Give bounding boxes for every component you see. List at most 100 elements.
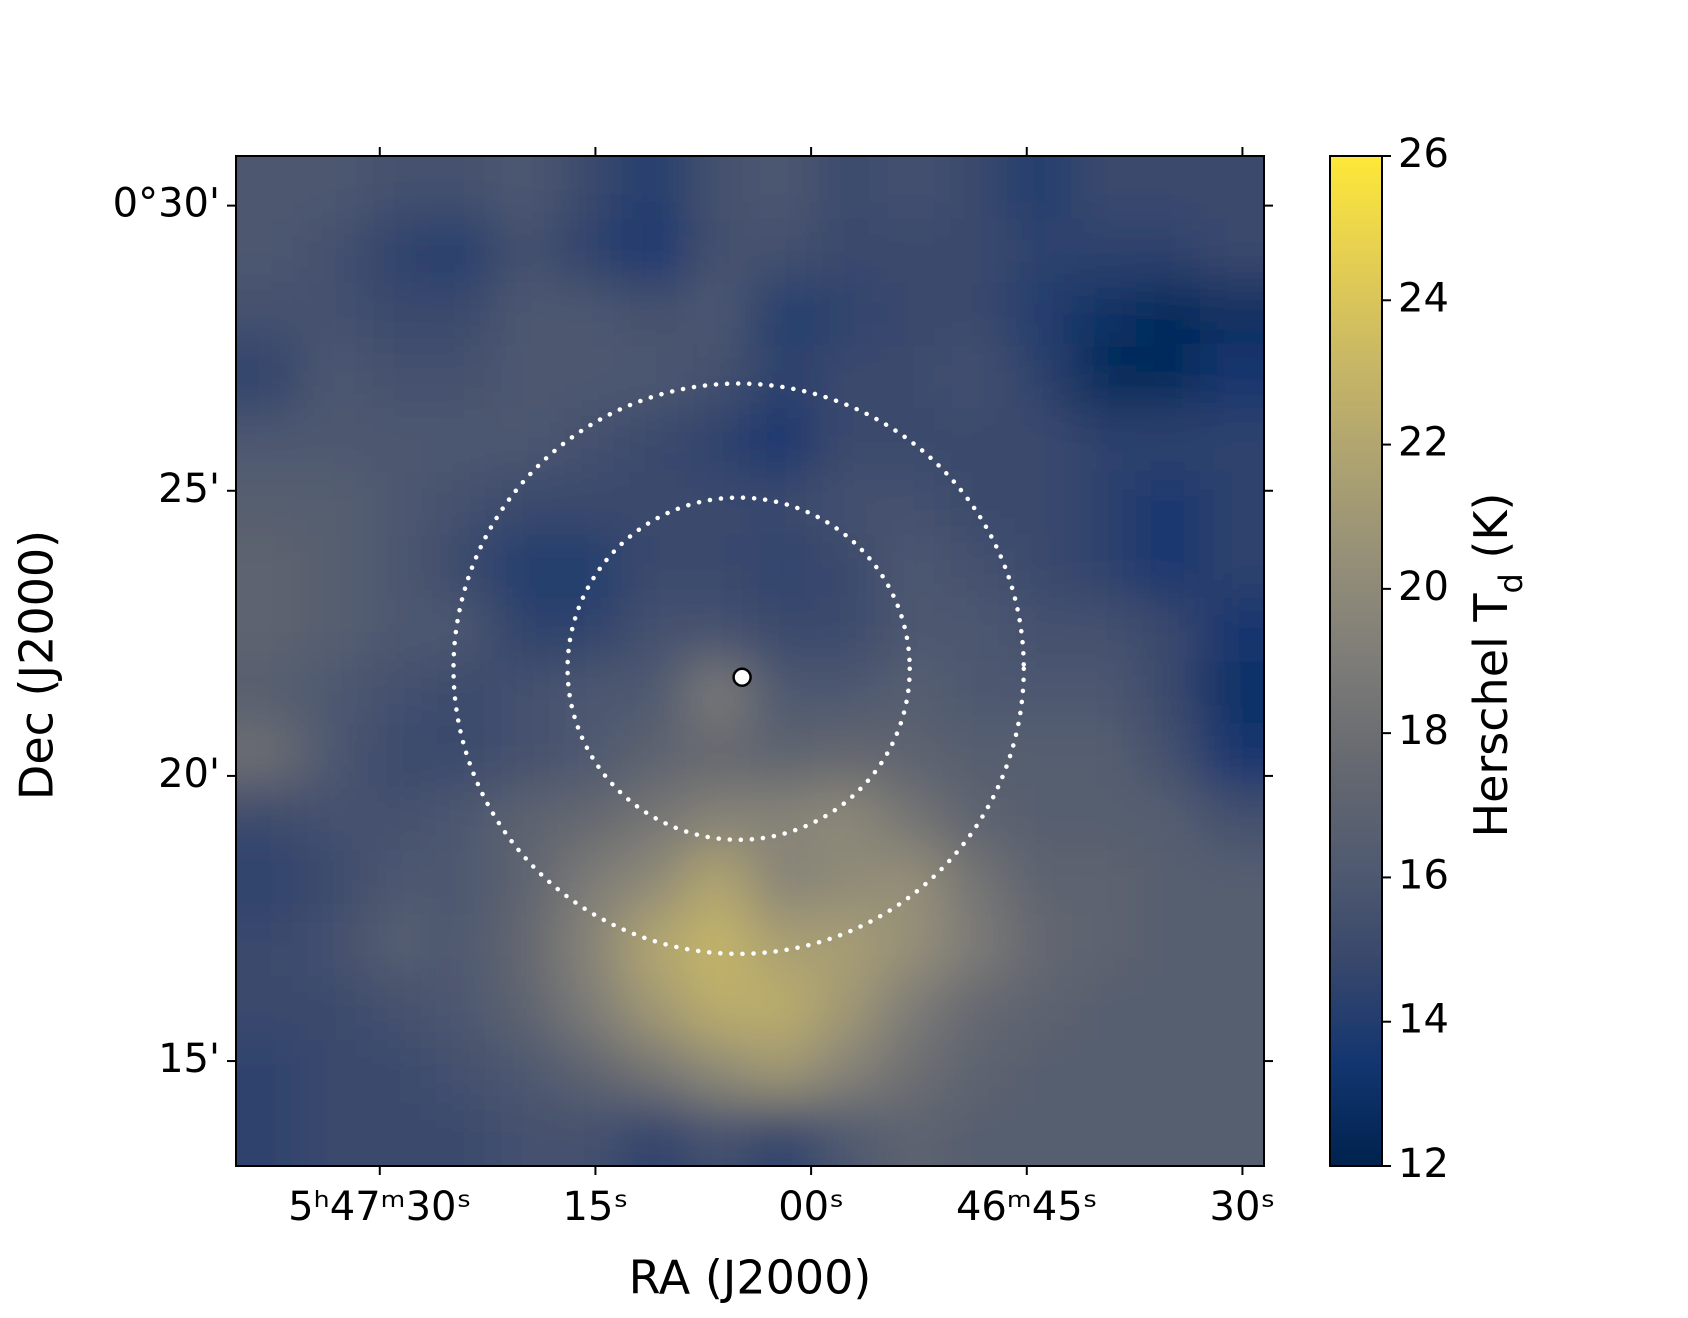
image-cell bbox=[621, 597, 687, 662]
image-cell bbox=[300, 850, 366, 915]
image-cell bbox=[685, 345, 751, 410]
image-cell bbox=[1007, 976, 1073, 1041]
image-cell bbox=[557, 724, 623, 789]
image-cell bbox=[428, 724, 494, 789]
image-cell bbox=[364, 1039, 430, 1104]
image-cell bbox=[814, 471, 880, 536]
image-cell bbox=[878, 1039, 944, 1104]
image-cell bbox=[750, 345, 816, 410]
image-cell bbox=[878, 597, 944, 662]
image-cell bbox=[942, 976, 1008, 1041]
image-cell bbox=[236, 850, 302, 915]
image-cell bbox=[364, 471, 430, 536]
image-cell bbox=[878, 345, 944, 410]
image-cell bbox=[300, 597, 366, 662]
image-cell bbox=[1007, 282, 1073, 347]
image-cell bbox=[428, 219, 494, 284]
aperture-circle bbox=[565, 495, 912, 843]
image-cell bbox=[1135, 661, 1201, 726]
image-cell bbox=[1071, 976, 1137, 1041]
image-cell bbox=[814, 913, 880, 978]
image-cell bbox=[814, 345, 880, 410]
image-cell bbox=[942, 597, 1008, 662]
image-cell bbox=[942, 219, 1008, 284]
image-cell bbox=[1007, 219, 1073, 284]
image-cell bbox=[1199, 471, 1264, 536]
image-cell bbox=[1199, 345, 1264, 410]
image-cell bbox=[1135, 1102, 1201, 1166]
image-cell bbox=[1135, 408, 1201, 473]
image-cell bbox=[1135, 282, 1201, 347]
image-cell bbox=[878, 976, 944, 1041]
image-cell bbox=[300, 1102, 366, 1166]
image-cell bbox=[428, 345, 494, 410]
image-cell bbox=[493, 219, 559, 284]
image-cell bbox=[814, 850, 880, 915]
image-cell bbox=[493, 1102, 559, 1166]
image-cell bbox=[1135, 345, 1201, 410]
image-cell bbox=[878, 913, 944, 978]
image-cell bbox=[1135, 1039, 1201, 1104]
image-cell bbox=[942, 282, 1008, 347]
image-cell bbox=[428, 471, 494, 536]
image-cell bbox=[364, 787, 430, 852]
image-cell bbox=[685, 471, 751, 536]
x-axis-title: RA (J2000) bbox=[629, 1251, 872, 1305]
image-cell bbox=[750, 787, 816, 852]
image-cell bbox=[493, 156, 559, 221]
image-cell bbox=[236, 471, 302, 536]
image-cell bbox=[814, 282, 880, 347]
image-cell bbox=[621, 661, 687, 726]
image-cell bbox=[557, 219, 623, 284]
image-cell bbox=[1007, 534, 1073, 599]
colorbar-title-main: Herschel T bbox=[1464, 593, 1518, 838]
image-cell bbox=[1135, 534, 1201, 599]
image-cell bbox=[878, 219, 944, 284]
image-cell bbox=[1199, 850, 1264, 915]
image-cell bbox=[814, 1039, 880, 1104]
image-cell bbox=[493, 976, 559, 1041]
image-cell bbox=[1135, 787, 1201, 852]
image-cell bbox=[814, 976, 880, 1041]
image-cell bbox=[878, 408, 944, 473]
image-cell bbox=[621, 408, 687, 473]
image-cell bbox=[236, 724, 302, 789]
image-cell bbox=[1199, 282, 1264, 347]
image-cell bbox=[942, 534, 1008, 599]
image-cell bbox=[750, 724, 816, 789]
image-cell bbox=[1007, 597, 1073, 662]
image-cell bbox=[300, 219, 366, 284]
image-cell bbox=[1071, 1039, 1137, 1104]
image-cell bbox=[621, 534, 687, 599]
colorbar-title: Herschel Td (K) bbox=[1464, 492, 1531, 837]
image-cell bbox=[493, 597, 559, 662]
image-cell bbox=[1071, 219, 1137, 284]
image-cell bbox=[300, 724, 366, 789]
image-cell bbox=[1071, 913, 1137, 978]
image-cell bbox=[878, 850, 944, 915]
image-cell bbox=[557, 471, 623, 536]
image-cell bbox=[300, 345, 366, 410]
image-cell bbox=[236, 156, 302, 221]
aperture-circle bbox=[451, 381, 1027, 957]
image-cell bbox=[1071, 850, 1137, 915]
image-cell bbox=[1071, 597, 1137, 662]
image-cell bbox=[300, 534, 366, 599]
image-cell bbox=[364, 661, 430, 726]
image-cell bbox=[1071, 534, 1137, 599]
image-cell bbox=[621, 1039, 687, 1104]
image-cell bbox=[685, 724, 751, 789]
image-cell bbox=[1199, 156, 1264, 221]
image-cell bbox=[814, 156, 880, 221]
image-cell bbox=[685, 850, 751, 915]
image-cell bbox=[1071, 1102, 1137, 1166]
image-cell bbox=[1007, 1102, 1073, 1166]
image-cell bbox=[1199, 787, 1264, 852]
image-cell bbox=[1199, 1039, 1264, 1104]
image-cell bbox=[236, 282, 302, 347]
image-cell bbox=[300, 282, 366, 347]
image-cell bbox=[814, 661, 880, 726]
image-cell bbox=[364, 976, 430, 1041]
image-cell bbox=[300, 471, 366, 536]
image-cell bbox=[878, 724, 944, 789]
